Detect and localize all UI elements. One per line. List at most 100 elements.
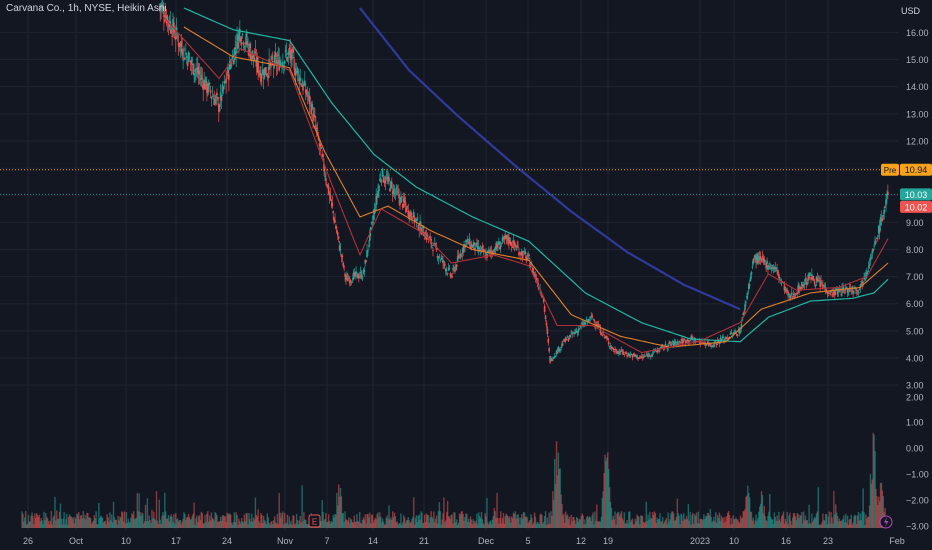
candle-body [465,240,467,243]
candle-body [763,259,766,263]
event-lightning-icon[interactable] [879,515,893,529]
volume-bar [608,487,611,528]
candle-body [749,276,752,281]
candle-body [599,328,602,334]
candle-body [298,79,301,85]
volume-bar [279,512,281,528]
volume-bar [807,523,809,528]
candle-body [591,315,594,318]
volume-bar [217,521,219,528]
volume-bar [623,512,625,528]
earnings-marker[interactable]: E [308,514,321,528]
volume-bar [351,522,354,528]
volume-bar [361,519,364,528]
prev-price-badge [900,200,932,213]
candle-body [651,353,654,355]
candle-body [552,357,555,359]
candle-body [334,220,336,223]
volume-bar [520,517,522,528]
volume-bar [762,513,765,528]
candle-body [472,244,475,248]
volume-bar [262,522,264,528]
volume-bars [21,432,889,528]
volume-bar [44,519,46,528]
volume-bar [661,521,663,528]
volume-bar [413,524,416,528]
candle-body [631,355,634,358]
candle-body [864,277,866,279]
volume-bar [467,521,469,528]
volume-bar [256,516,258,528]
volume-bar [840,521,842,528]
volume-bar [489,520,492,528]
volume-bar [241,521,244,528]
candle-body [516,245,518,247]
candle-body [300,84,302,86]
candle-body [754,255,756,258]
volume-bar [789,512,791,528]
candle-body [833,290,835,295]
candle-body [292,47,294,53]
candle-body [333,218,335,222]
candle-body [776,269,778,271]
volume-bar [642,521,645,528]
candle-body [674,341,677,343]
candle-body [575,330,578,333]
volume-bar [222,515,225,528]
candle-body [593,319,595,321]
volume-bar [620,511,623,528]
candle-body [541,296,543,298]
candle-body [712,346,714,348]
candle-body [377,190,379,197]
prev-price-label: 10.02 [905,202,928,212]
candle-body [217,97,219,99]
candle-body [444,269,447,272]
candle-body [676,341,679,344]
candle-body [855,290,858,292]
volume-bar [457,522,460,528]
volume-bar [681,514,683,528]
volume-bar [276,513,279,528]
volume-bar [164,511,167,528]
volume-bar [595,520,597,528]
volume-bar [157,524,160,528]
candle-body [232,60,235,65]
candle-body [497,246,499,248]
candle-body [174,36,177,40]
volume-bar [293,515,295,528]
candle-body [504,236,507,237]
volume-bar [658,518,660,528]
volume-bar [278,492,280,528]
volume-bar [841,520,843,528]
candle-body [605,335,607,338]
volume-bar [635,520,637,528]
volume-bar [479,518,482,528]
candle-body [666,348,669,350]
volume-bar [295,513,298,528]
candle-body [870,258,873,259]
candle-body [618,351,621,353]
volume-bar [507,516,509,528]
candle-body [743,311,745,313]
volume-bar [794,516,797,528]
candle-body [660,345,663,347]
volume-bar [129,522,131,528]
symbol-title[interactable]: Carvana Co., 1h, NYSE, Heikin Ashi [6,3,167,14]
candle-body [368,245,370,247]
candle-body [713,345,715,347]
volume-bar [226,512,228,528]
volume-bar [327,521,329,528]
volume-bar [356,513,358,528]
volume-bar [836,515,839,528]
candle-body [545,322,548,326]
candle-body [362,270,365,275]
volume-bar [689,511,691,528]
volume-bar [242,522,245,528]
candle-body [358,277,360,279]
volume-bar [116,524,118,528]
candle-body [180,41,183,47]
volume-bar [40,518,42,528]
volume-bar [136,493,139,528]
y-tick-label: 13.00 [906,109,929,119]
